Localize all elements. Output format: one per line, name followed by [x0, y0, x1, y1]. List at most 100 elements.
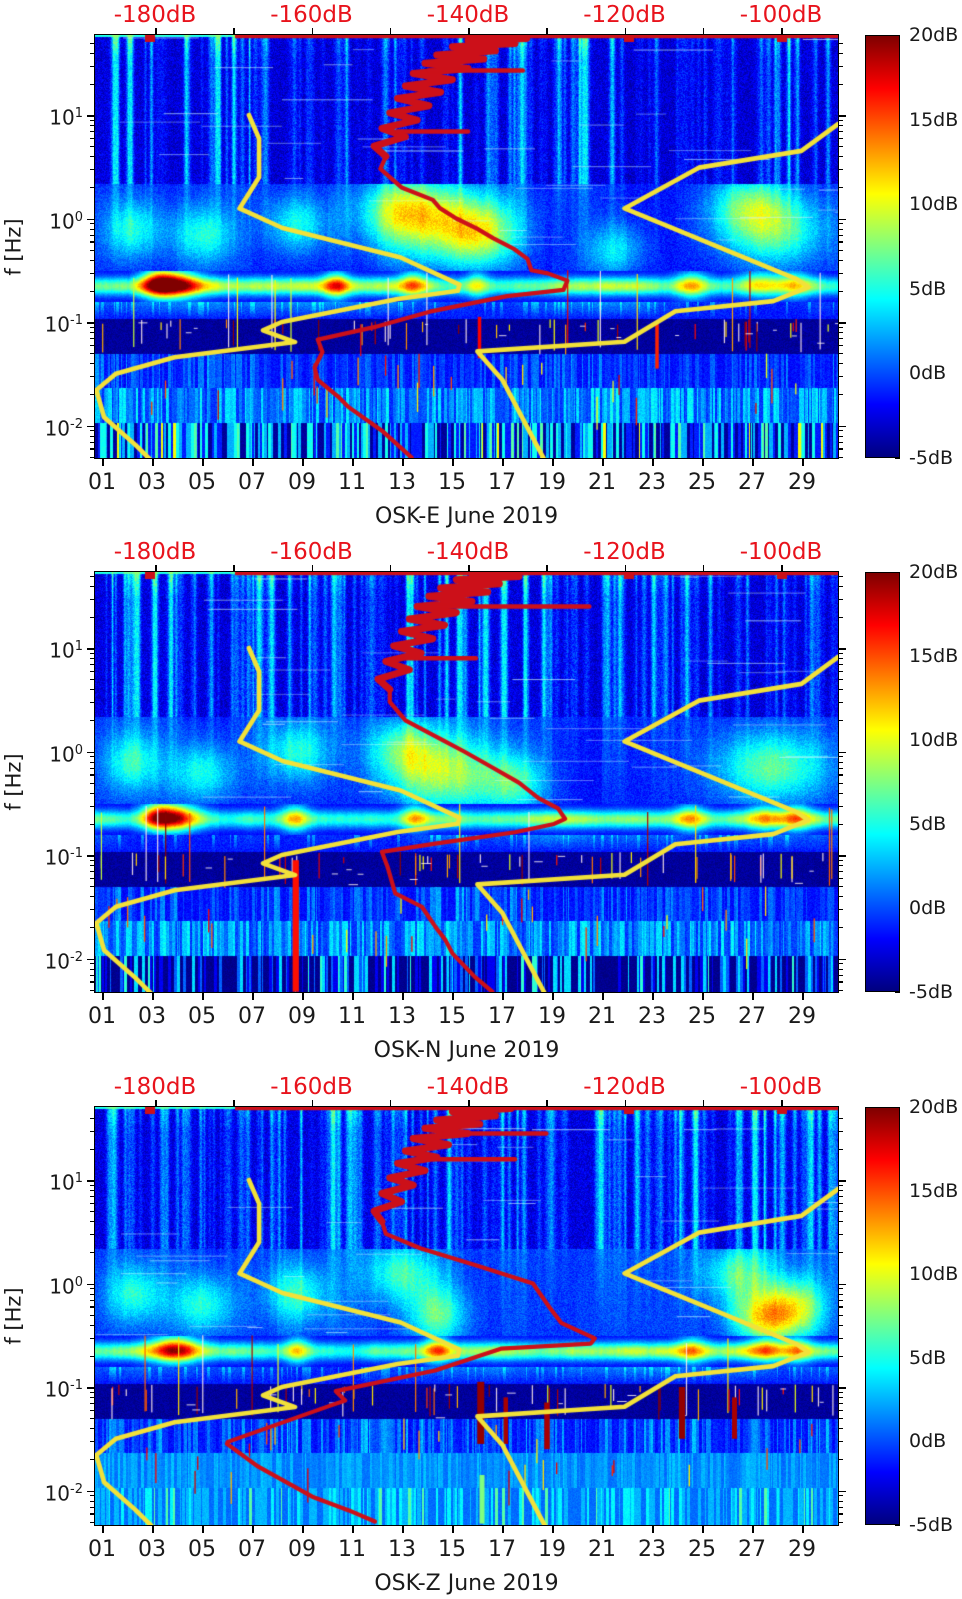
top-axis-db-label: -140dB — [426, 1074, 510, 1100]
top-axis-db-label: -180dB — [113, 539, 197, 565]
axis-tick — [87, 1387, 95, 1389]
axis-tick — [838, 1306, 843, 1308]
top-axis-db-label: -180dB — [113, 1074, 197, 1100]
axis-tick — [90, 1314, 95, 1316]
y-axis-label-text: f [Hz] — [2, 753, 26, 811]
axis-tick — [838, 1490, 846, 1493]
axis-tick — [546, 565, 548, 572]
axis-tick — [90, 679, 95, 681]
x-tick-label: 11 — [338, 1537, 366, 1562]
axis-tick — [838, 1283, 846, 1286]
axis-tick — [90, 1196, 95, 1198]
axis-tick — [90, 1513, 95, 1515]
colorbar-tick-label: 15dB — [909, 645, 959, 667]
axis-tick — [502, 992, 504, 1000]
y-tick-mantissa: 10 — [49, 209, 75, 234]
axis-tick — [102, 458, 104, 466]
axis-tick — [838, 859, 843, 861]
x-tick-label: 19 — [538, 1537, 566, 1562]
y-tick-label: 100 — [21, 1270, 83, 1300]
axis-tick — [90, 896, 95, 898]
y-axis-label: f [Hz] — [0, 1216, 29, 1416]
axis-tick — [90, 1130, 95, 1132]
x-tick-label: 23 — [638, 1004, 666, 1029]
axis-tick — [502, 458, 504, 466]
x-tick-label: 03 — [138, 1004, 166, 1029]
y-tick-mantissa: 10 — [44, 1377, 71, 1402]
axis-tick — [838, 679, 843, 681]
colorbar — [865, 35, 900, 458]
y-tick-mantissa: 10 — [44, 1481, 71, 1506]
x-tick-label: 03 — [138, 1537, 166, 1562]
axis-tick — [90, 42, 95, 44]
axis-tick — [838, 376, 843, 378]
axis-tick — [90, 968, 95, 970]
axis-tick — [838, 234, 843, 236]
x-tick-label: 01 — [88, 1537, 116, 1562]
axis-tick — [838, 886, 843, 888]
panel-xlabel: OSK-E June 2019 — [374, 504, 559, 529]
colorbar-tick-label: 0dB — [909, 897, 947, 919]
axis-tick — [90, 52, 95, 54]
axis-tick — [838, 877, 843, 880]
axis-tick — [90, 1184, 95, 1186]
axis-tick — [90, 1391, 95, 1393]
x-tick-label: 09 — [288, 1004, 316, 1029]
axis-tick — [402, 992, 404, 1000]
axis-tick — [389, 1100, 392, 1107]
axis-tick — [752, 1525, 754, 1533]
axis-tick — [87, 1180, 95, 1182]
axis-tick — [838, 616, 843, 618]
axis-tick — [352, 458, 354, 466]
y-axis-label-text: f [Hz] — [2, 217, 26, 276]
axis-tick — [389, 28, 392, 35]
y-tick-mantissa: 10 — [49, 638, 75, 663]
axis-tick — [838, 855, 846, 857]
axis-tick — [838, 425, 846, 428]
top-axis-db-label: -160dB — [270, 539, 353, 565]
axis-tick — [552, 458, 554, 466]
axis-tick — [838, 441, 843, 443]
axis-tick — [90, 435, 95, 437]
axis-tick — [90, 575, 95, 577]
x-tick-label: 05 — [188, 1004, 216, 1029]
axis-tick — [90, 974, 95, 976]
axis-tick — [838, 909, 843, 911]
axis-tick — [87, 648, 95, 650]
axis-tick — [90, 652, 95, 654]
axis-tick — [838, 137, 843, 140]
x-tick-label: 21 — [588, 470, 616, 495]
y-tick-exponent: 1 — [74, 1171, 83, 1186]
axis-tick — [90, 1190, 95, 1192]
axis-tick — [90, 877, 95, 880]
x-tick-label: 09 — [288, 470, 316, 495]
y-tick-exponent: -2 — [70, 416, 83, 432]
top-axis-db-label: -140dB — [426, 2, 510, 28]
axis-tick — [838, 1130, 843, 1132]
axis-tick — [838, 290, 843, 292]
axis-tick — [838, 1117, 843, 1119]
axis-tick — [87, 855, 95, 857]
axis-tick — [311, 565, 313, 572]
axis-tick — [90, 598, 95, 600]
y-tick-exponent: 0 — [74, 209, 83, 225]
axis-tick — [90, 131, 95, 133]
axis-tick — [90, 1299, 95, 1301]
axis-tick — [90, 290, 95, 292]
axis-tick — [702, 458, 704, 466]
top-axis-db-label: -100dB — [739, 1074, 823, 1100]
axis-tick — [90, 585, 95, 587]
axis-tick — [838, 218, 846, 221]
colorbar-tick-label: 5dB — [909, 1346, 947, 1369]
axis-tick — [838, 228, 843, 230]
colorbar-tick-label: -5dB — [909, 1514, 954, 1536]
spectrogram-panel: -180dB -160dB -140dB -120dB -100dB 101 100 10-… — [2, 2, 958, 529]
axis-tick — [838, 652, 843, 654]
axis-tick — [90, 228, 95, 230]
y-tick-mantissa: 10 — [44, 416, 71, 441]
axis-tick — [838, 981, 843, 983]
axis-tick — [87, 115, 95, 117]
axis-tick — [90, 326, 95, 328]
axis-tick — [838, 131, 843, 133]
axis-tick — [311, 28, 313, 35]
